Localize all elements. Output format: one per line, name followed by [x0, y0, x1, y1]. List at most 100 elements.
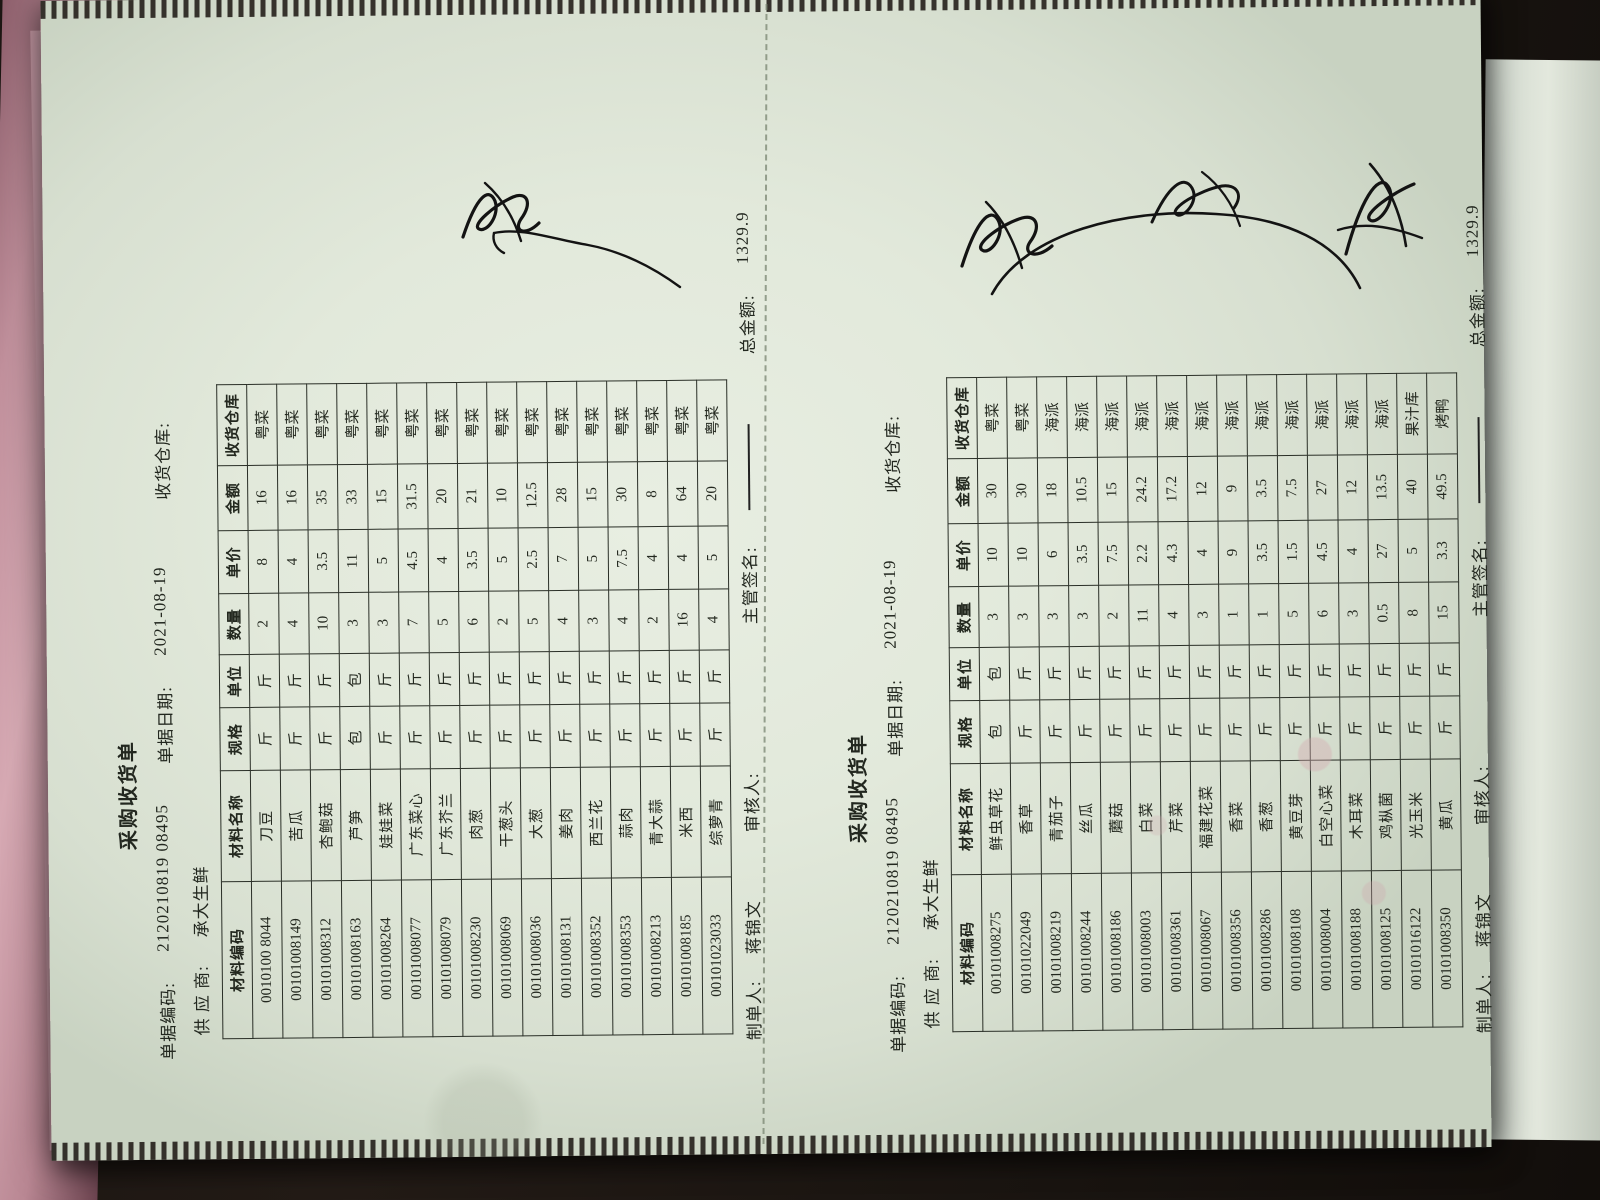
cell-code: 0010100 8044 [251, 881, 283, 1039]
cell-amount: 35 [307, 464, 339, 530]
cell-code: 00101008350 [1431, 869, 1463, 1028]
receipt-2-manager-signature-line [1465, 415, 1486, 505]
cell-name: 青大蒜 [640, 766, 672, 878]
col-header-spec: 规格 [219, 707, 251, 771]
cell-name: 福建花菜 [1190, 761, 1222, 873]
receipt-1-warehouse-label: 收货仓库: [153, 421, 174, 500]
receipt-2-table-body: 00101008275 鲜虫草花包包 3 10 30 粤菜 00101022049 香草斤斤 3… [976, 372, 1463, 1032]
cell-spec: 斤 [489, 704, 521, 769]
receipt-2-date-label: 单据日期: [886, 678, 906, 757]
receipt-2-doc-no-value: 2120210819 08495 [882, 796, 903, 945]
cell-warehouse: 粤菜 [976, 377, 1008, 459]
cell-qty: 3 [1068, 585, 1100, 647]
cell-spec: 斤 [1189, 698, 1221, 762]
cell-warehouse: 海派 [1366, 373, 1398, 455]
cell-qty: 15 [1428, 581, 1460, 644]
cell-amount: 20 [697, 460, 729, 527]
cell-unit: 斤 [1189, 645, 1220, 699]
cell-name: 丝瓜 [1070, 762, 1102, 874]
cell-price: 27 [1368, 519, 1399, 583]
cell-qty: 4 [1158, 584, 1190, 646]
cell-name: 杏鲍菇 [310, 769, 342, 881]
cell-amount: 33 [337, 464, 369, 530]
cell-warehouse: 粤菜 [456, 382, 488, 464]
col-header-price: 单价 [948, 523, 979, 587]
cell-unit: 斤 [1129, 645, 1160, 700]
receipt-2-warehouse-label: 收货仓库: [883, 414, 904, 493]
cell-spec: 斤 [459, 705, 491, 769]
cell-name: 米西 [670, 766, 702, 878]
cell-name: 蒜肉 [610, 766, 642, 878]
cell-amount: 30 [1007, 457, 1039, 524]
cell-amount: 30 [607, 461, 639, 528]
cell-price: 5 [698, 525, 729, 590]
col-header-unit: 单位 [219, 654, 250, 708]
cell-code: 00101008079 [431, 879, 463, 1037]
cell-amount: 10 [487, 462, 519, 529]
cell-name: 姜肉 [550, 767, 582, 879]
cell-price: 7 [548, 527, 579, 591]
cell-unit: 斤 [1339, 643, 1370, 697]
cell-unit: 斤 [519, 651, 550, 705]
cell-unit: 斤 [309, 653, 340, 707]
cell-code: 00101008213 [641, 877, 673, 1035]
cell-price: 3.5 [458, 528, 489, 592]
cell-name: 大葱 [520, 767, 552, 879]
cell-spec: 斤 [639, 703, 671, 767]
cell-warehouse: 烤鸭 [1426, 372, 1458, 455]
cell-qty: 5 [428, 591, 460, 653]
cell-amount: 9 [1217, 455, 1249, 522]
cell-qty: 3 [1188, 584, 1220, 646]
cell-unit: 斤 [579, 651, 610, 705]
cell-amount: 30 [977, 458, 1009, 524]
cell-qty: 2 [638, 589, 670, 651]
cell-qty: 1 [1248, 583, 1280, 645]
cell-price: 1.5 [1278, 520, 1309, 584]
cell-amount: 27 [1307, 455, 1339, 521]
cell-name: 白菜 [1130, 761, 1162, 874]
receipt-1-date-label: 单据日期: [156, 685, 176, 764]
cell-qty: 4 [278, 592, 310, 655]
cell-name: 苦瓜 [280, 769, 312, 882]
cell-price: 4 [638, 526, 669, 590]
cell-name: 综萝青 [700, 765, 732, 878]
perforation-fold-line [762, 4, 768, 1145]
cell-spec: 斤 [1339, 696, 1371, 760]
col-header-price: 单价 [218, 530, 249, 594]
cell-warehouse: 海派 [1126, 375, 1158, 458]
col-header-qty: 数量 [948, 586, 980, 648]
cell-amount: 7.5 [1277, 455, 1309, 521]
receipt-1: 采购收货单 单据编码: 2120210819 08495 单据日期: 2021-… [101, 35, 765, 1060]
receipt-1-supplier-value: 承大生鲜 [191, 865, 212, 938]
cell-qty: 5 [518, 590, 550, 652]
cell-price: 5 [578, 527, 609, 591]
cell-qty: 3 [1038, 585, 1070, 647]
receipt-2-supplier-label: 供 应 商: [922, 958, 943, 1029]
cell-unit: 斤 [1309, 644, 1340, 698]
cell-name: 芦笋 [340, 769, 372, 881]
cell-warehouse: 粤菜 [276, 383, 308, 466]
cell-code: 00101008219 [1041, 873, 1073, 1031]
col-header-name: 材料名称 [220, 770, 252, 882]
cell-price: 3.5 [308, 529, 339, 593]
receipt-1-maker-value: 蒋锦文 [744, 900, 764, 955]
cell-name: 光玉米 [1400, 759, 1432, 871]
cell-amount: 10.5 [1067, 457, 1099, 523]
cell-amount: 49.5 [1427, 453, 1459, 520]
cell-code: 00101008275 [981, 874, 1013, 1032]
cell-spec: 斤 [1429, 695, 1461, 760]
receipt-2-maker-value: 蒋锦文 [1474, 893, 1494, 948]
cell-code: 00101008264 [371, 880, 403, 1038]
cell-unit: 斤 [1069, 646, 1100, 700]
cell-spec: 包 [339, 706, 371, 770]
cell-warehouse: 粤菜 [246, 384, 278, 466]
cell-amount: 15 [1097, 457, 1129, 523]
cell-warehouse: 海派 [1096, 376, 1128, 458]
cell-qty: 3 [338, 592, 370, 654]
receipt-1-supplier-label: 供 应 商: [192, 965, 213, 1036]
cell-price: 10 [1008, 522, 1039, 587]
cell-price: 4.3 [1158, 521, 1189, 585]
cell-spec: 斤 [549, 704, 581, 768]
cell-qty: 6 [458, 591, 490, 653]
